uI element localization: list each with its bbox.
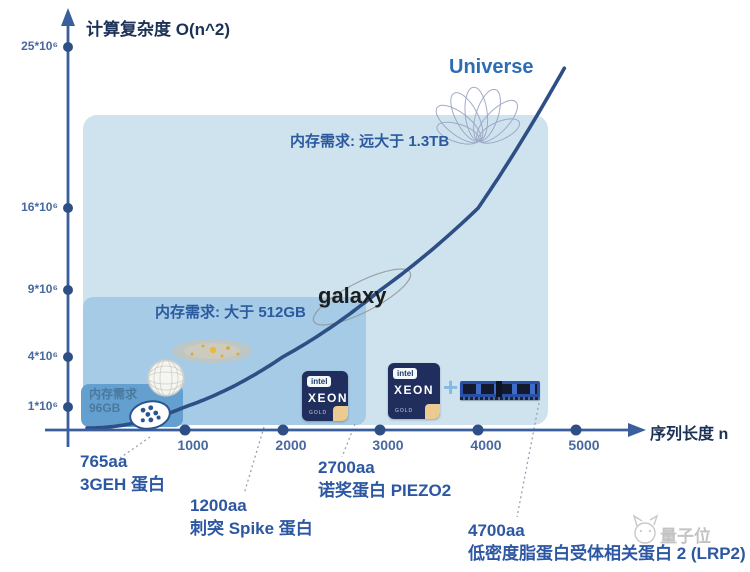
protein-size: 2700aa bbox=[318, 458, 375, 477]
protein-size: 765aa bbox=[80, 452, 128, 471]
ram-module-icon bbox=[460, 381, 540, 400]
solar-system-icon bbox=[172, 339, 252, 363]
x-tick-3000: 3000 bbox=[372, 437, 404, 453]
protein-size: 1200aa bbox=[190, 496, 247, 515]
y-tick-9e6: 9*10⁶ bbox=[27, 282, 58, 296]
protein-label-4700aa: 4700aa 低密度脂蛋白受体相关蛋白 2 (LRP2) bbox=[468, 519, 746, 565]
intel-logo: intel bbox=[307, 376, 332, 387]
memory-label-96gb-line2: 96GB bbox=[89, 401, 121, 415]
galaxy-label: galaxy bbox=[318, 283, 387, 308]
gold-square-icon bbox=[333, 406, 348, 421]
xeon-label: XEON bbox=[308, 391, 349, 405]
universe-label: Universe bbox=[449, 56, 534, 78]
plus-icon: + bbox=[443, 372, 459, 402]
galaxy-sketch-icon bbox=[312, 268, 412, 326]
intel-logo: intel bbox=[393, 368, 418, 379]
ram-pins bbox=[460, 397, 540, 400]
y-tick-1e6: 1*10⁶ bbox=[27, 399, 58, 413]
xeon-chip-icon-2: intel XEON GOLD bbox=[388, 363, 440, 419]
protein-size: 4700aa bbox=[468, 521, 525, 540]
x-tick-5000: 5000 bbox=[568, 437, 600, 453]
x-tick-1000: 1000 bbox=[177, 437, 209, 453]
protein-name: 3GEH 蛋白 bbox=[80, 475, 166, 494]
gold-label: GOLD bbox=[395, 408, 414, 414]
x-axis bbox=[45, 423, 646, 437]
y-tick-25e6: 25*10⁶ bbox=[21, 39, 58, 53]
memory-label-96gb: 内存需求 96GB bbox=[89, 387, 137, 415]
gold-square-icon bbox=[425, 404, 440, 419]
chart-title: 计算复杂度 O(n^2) bbox=[86, 20, 231, 39]
universe-flower-icon bbox=[435, 86, 521, 145]
y-tick-16e6: 16*10⁶ bbox=[21, 200, 58, 214]
xeon-chip-icon-1: intel XEON GOLD bbox=[302, 371, 348, 421]
protein-name: 低密度脂蛋白受体相关蛋白 2 (LRP2) bbox=[468, 544, 746, 563]
protein-label-765aa: 765aa 3GEH 蛋白 bbox=[80, 450, 165, 496]
protein-sphere-icon bbox=[147, 359, 185, 397]
protein-name: 诺奖蛋白 PIEZO2 bbox=[318, 481, 452, 500]
y-tick-4e6: 4*10⁶ bbox=[27, 349, 58, 363]
protein-label-2700aa: 2700aa 诺奖蛋白 PIEZO2 bbox=[318, 456, 451, 502]
ram-notch bbox=[496, 381, 502, 400]
protein-label-1200aa: 1200aa 刺突 Spike 蛋白 bbox=[190, 494, 313, 540]
memory-label-1-3tb: 内存需求: 远大于 1.3TB bbox=[290, 133, 450, 150]
x-tick-4000: 4000 bbox=[470, 437, 502, 453]
memory-label-512gb: 内存需求: 大于 512GB bbox=[155, 304, 306, 321]
y-axis bbox=[61, 8, 75, 447]
watermark-logo-icon bbox=[632, 514, 659, 544]
watermark-text: 量子位 bbox=[660, 527, 711, 546]
memory-label-96gb-line1: 内存需求 bbox=[89, 387, 138, 401]
xeon-label: XEON bbox=[394, 383, 435, 397]
x-tick-2000: 2000 bbox=[275, 437, 307, 453]
protein-cluster-icon bbox=[129, 400, 171, 430]
protein-name: 刺突 Spike 蛋白 bbox=[190, 519, 313, 538]
gold-label: GOLD bbox=[309, 410, 328, 416]
x-axis-title: 序列长度 n bbox=[650, 426, 729, 443]
